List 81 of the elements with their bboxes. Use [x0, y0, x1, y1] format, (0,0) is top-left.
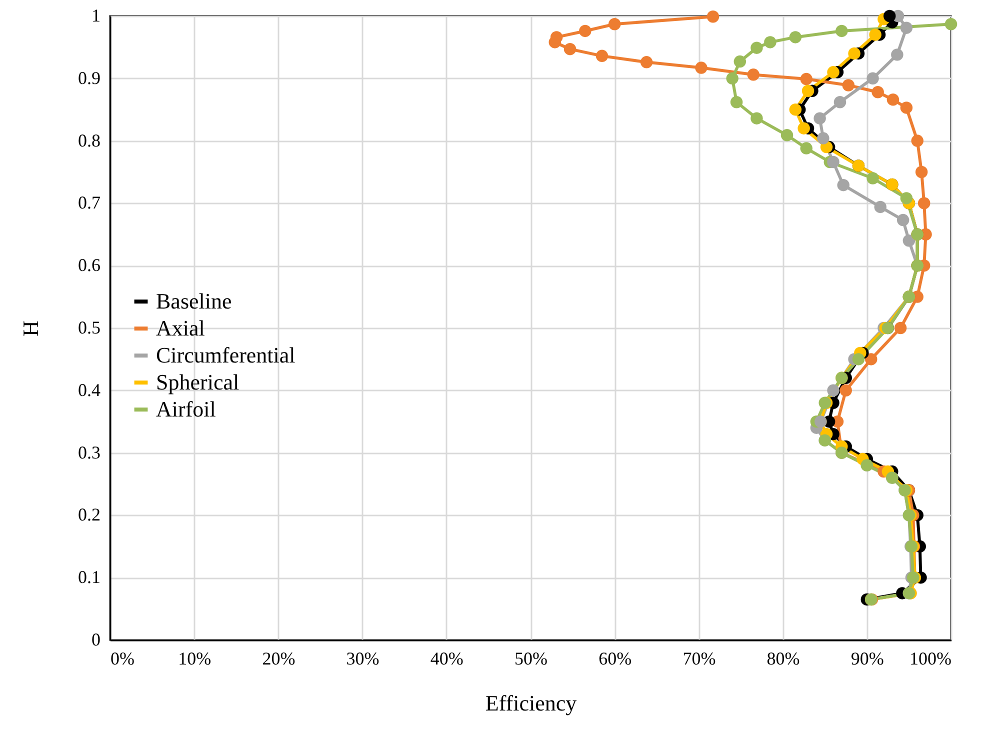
y-tick-label: 0.6: [78, 255, 100, 276]
y-tick-label: 0.2: [78, 504, 100, 525]
point: [817, 132, 830, 144]
x-tick-label: 0%: [110, 648, 134, 668]
x-tick-label: 60%: [598, 648, 632, 668]
point: [827, 384, 840, 397]
point: [579, 24, 592, 38]
x-tick-label: 70%: [682, 648, 716, 668]
legend-label: Baseline: [156, 288, 232, 314]
point: [837, 178, 850, 192]
x-tick-label: 80%: [766, 648, 800, 668]
legend-label: Circumferential: [156, 342, 296, 368]
y-tick-label: 0.4: [78, 380, 100, 400]
point: [596, 50, 608, 62]
point: [827, 66, 840, 78]
point: [798, 122, 810, 134]
point: [836, 24, 848, 38]
point: [900, 22, 913, 34]
point: [852, 353, 865, 366]
point: [918, 197, 930, 210]
point: [866, 172, 879, 184]
x-tick-label: 50%: [514, 648, 548, 668]
point: [842, 79, 855, 92]
point: [789, 31, 802, 44]
y-tick-label: 0.3: [78, 442, 100, 462]
point: [695, 62, 708, 74]
y-tick-label: 0: [92, 630, 100, 650]
point: [706, 10, 720, 23]
point: [869, 28, 882, 41]
x-tick-label: 100%: [910, 648, 952, 668]
point: [802, 84, 814, 97]
point: [814, 112, 826, 124]
point: [864, 353, 878, 366]
point: [640, 56, 653, 68]
point: [874, 200, 886, 214]
point: [608, 18, 621, 30]
point: [564, 42, 576, 56]
y-axis-title: H: [18, 320, 43, 336]
y-tick-label: 1: [92, 6, 100, 26]
x-tick-label: 10%: [178, 648, 212, 668]
point: [944, 18, 958, 30]
legend-label: Axial: [156, 316, 205, 341]
point: [780, 129, 794, 142]
x-axis-title: Efficiency: [485, 690, 577, 716]
point: [800, 72, 812, 86]
point: [900, 102, 913, 114]
point: [764, 36, 776, 48]
point: [894, 322, 907, 334]
y-tick-label: 0.1: [78, 567, 100, 588]
point: [834, 96, 846, 108]
point: [883, 10, 896, 22]
legend-label: Airfoil: [156, 396, 216, 422]
x-tick-label: 90%: [850, 648, 884, 668]
y-tick-label: 0.9: [78, 68, 100, 88]
y-tick-label: 0.7: [78, 192, 100, 213]
point: [800, 142, 812, 154]
point: [900, 192, 913, 204]
point: [750, 42, 763, 54]
point: [840, 384, 852, 397]
point: [896, 214, 910, 226]
point: [915, 166, 928, 178]
x-tick-label: 40%: [430, 648, 464, 668]
x-tick-label: 20%: [262, 648, 296, 668]
point: [911, 134, 924, 147]
legend-label: Spherical: [156, 370, 240, 395]
point: [872, 86, 884, 98]
point: [886, 94, 900, 106]
point: [750, 112, 763, 124]
point: [730, 96, 743, 108]
point: [848, 47, 860, 60]
x-tick-label: 30%: [346, 648, 380, 668]
point: [734, 55, 746, 68]
point: [902, 234, 916, 247]
point: [866, 72, 879, 85]
point: [891, 48, 904, 61]
point: [789, 103, 802, 116]
point: [726, 72, 738, 85]
point: [747, 68, 760, 81]
y-tick-label: 0.8: [78, 130, 100, 150]
y-tick-label: 0.5: [78, 318, 100, 338]
point: [827, 156, 840, 168]
